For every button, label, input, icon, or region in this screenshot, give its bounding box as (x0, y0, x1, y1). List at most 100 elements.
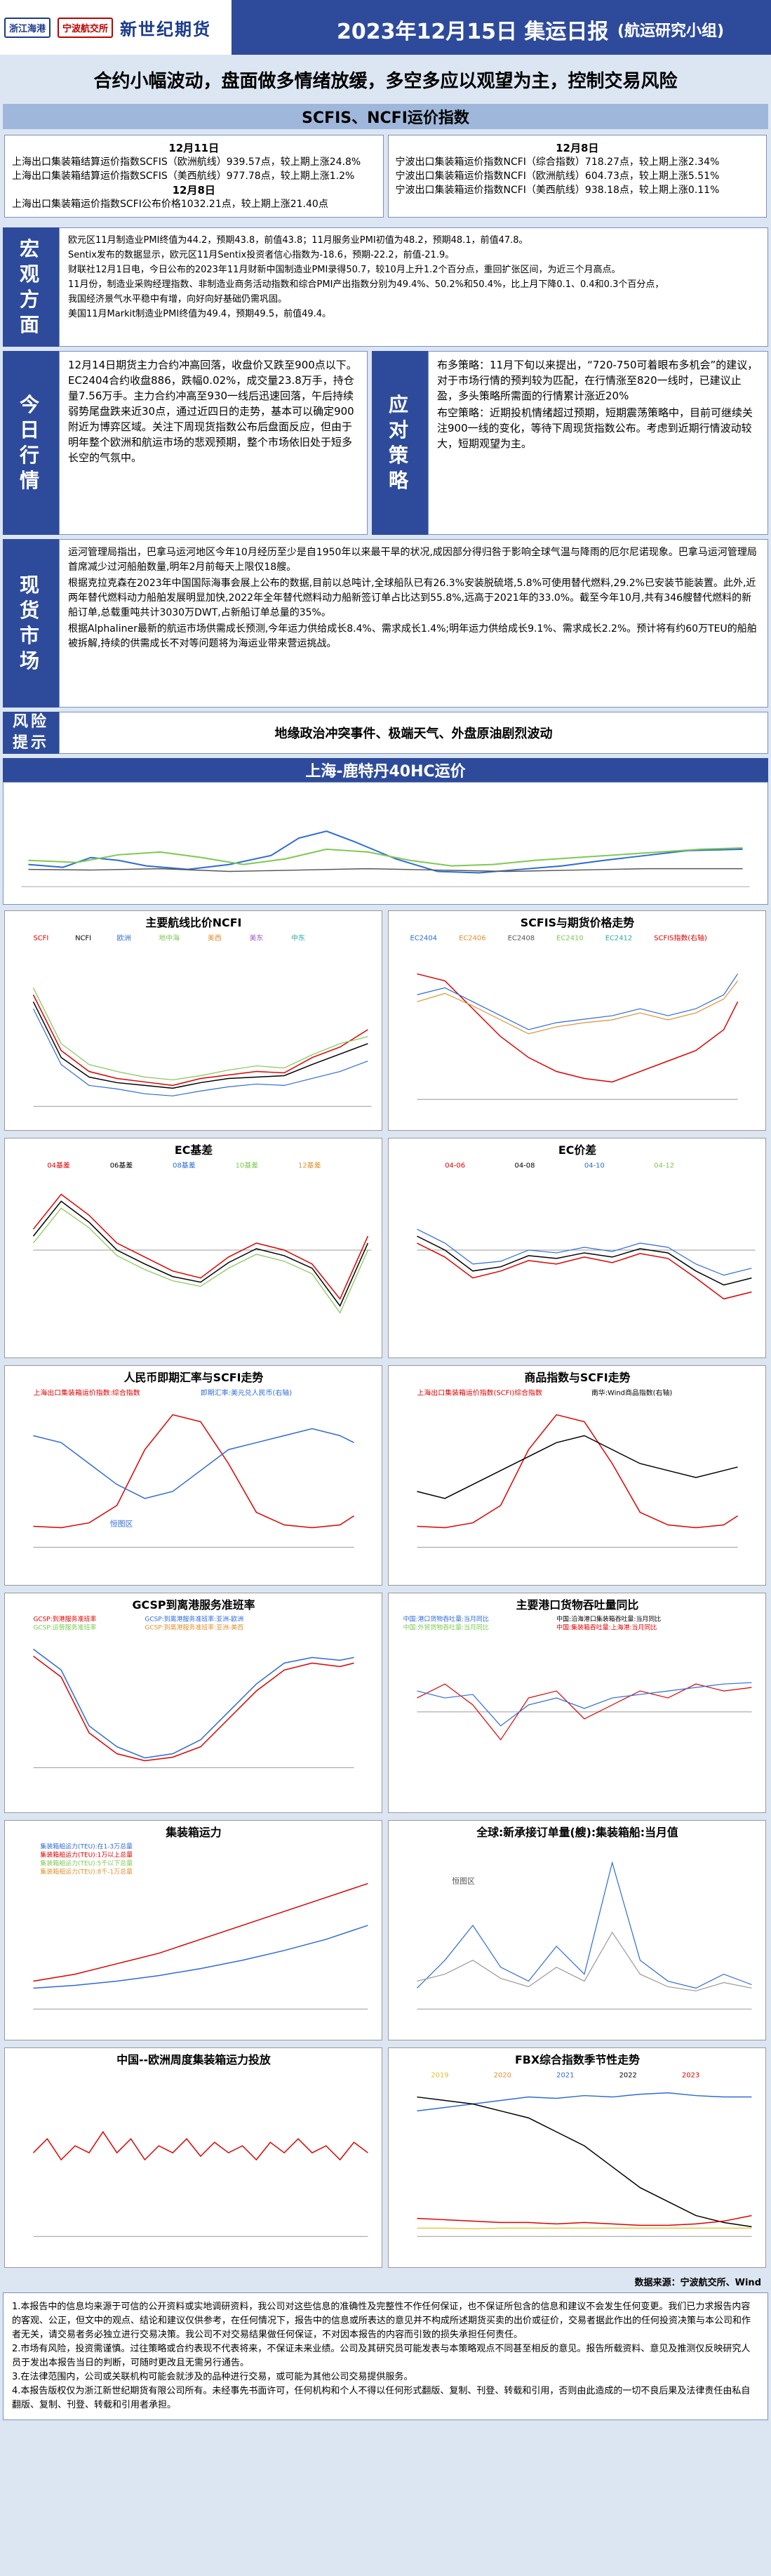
chart-title: 人民币即期汇率与SCFI走势 (124, 1371, 264, 1384)
risk-content: 地缘政治冲突事件、极端天气、外盘原油剧烈波动 (59, 712, 768, 754)
legend-item: 集装箱船运力(TEU):1万以上总量 (40, 1851, 133, 1859)
series-line (417, 974, 739, 1030)
report-subtitle: (航运研究小组) (617, 22, 725, 40)
series-line (33, 1883, 368, 1982)
chart-note: 恒图区 (110, 1520, 133, 1529)
chart-title: 商品指数与SCFI走势 (525, 1371, 631, 1384)
legend-item: 上海出口集装箱运价指数(SCFI)综合指数 (417, 1388, 542, 1397)
risk-label-line: 风险 (12, 713, 49, 731)
index-section-title: SCFIS、NCFI运价指数 (3, 104, 768, 129)
freight-line (28, 847, 743, 867)
report-title: 2023年12月15日 集运日报 (337, 20, 609, 44)
risk-label: 风险 提示 (3, 712, 59, 754)
chart-port-throughput: 主要港口货物吞吐量同比 中国:港口货物吞吐量:当月同比 中国:沿海港口集装箱吞吐… (388, 1593, 766, 1813)
chart-svg: 人民币即期汇率与SCFI走势 上海出口集装箱运价指数:综合指数 即期汇率:美元兑… (33, 1371, 354, 1548)
risk-label-line: 提示 (12, 734, 49, 752)
chart-title: 全球:新承接订单量(艘):集装箱船:当月值 (476, 1826, 678, 1839)
legend-item: SCFI (33, 935, 48, 943)
legend-item: GCSP:运营服务准班率 (33, 1624, 96, 1632)
ncfi-box: 12月8日 宁波出口集装箱运价指数NCFI（综合指数）718.27点，较上期上涨… (387, 135, 767, 218)
legend-item: 2020 (494, 2072, 511, 2080)
series-line (33, 1428, 354, 1499)
legend-item: 04-12 (654, 1162, 674, 1170)
chart-svg: EC基差 04基差 06基差 08基差 10基差 12基差 (32, 1143, 372, 1314)
chart-legend: 上海出口集装箱运价指数(SCFI)综合指数 南华:Wind商品指数(右轴) (417, 1388, 672, 1397)
chart-title: EC价差 (558, 1143, 596, 1157)
chart-gcsp-punctuality: GCSP到离港服务准班率 GCSP:到港服务准班率 GCSP:到离港服务准班率:… (4, 1593, 382, 1813)
chart-title: 主要港口货物吞吐量同比 (516, 1598, 639, 1612)
macro-section: 宏观方面 欧元区11月制造业PMI终值为44.2，预期43.8，前值43.8；1… (3, 227, 768, 347)
series-line (417, 1682, 752, 1727)
chart-legend: GCSP:到港服务准班率 GCSP:到离港服务准班率:亚洲-欧洲 GCSP:运营… (33, 1615, 243, 1632)
chart-china-europe-capacity: 中国--欧洲周度集装箱运力投放 (4, 2047, 382, 2268)
chart-title: GCSP到离港服务准班率 (132, 1598, 255, 1612)
scfis-box: 12月11日 上海出口集装箱结算运价指数SCFIS（欧洲航线）939.57点，较… (4, 135, 384, 218)
macro-label-text: 宏观方面 (19, 237, 42, 336)
series-line (417, 973, 739, 1083)
disclaimer: 1.本报告中的信息均来源于可信的公开资料或实地调研资料，我公司对这些信息的准确性… (3, 2292, 768, 2420)
series-line (417, 2215, 752, 2226)
legend-item: 美东 (249, 934, 263, 943)
macro-line: 财联社12月1日电，今日公布的2023年11月财新中国制造业PMI录得50.7，… (68, 265, 621, 275)
series-line (417, 1683, 752, 1741)
market-strategy-row: 今日行情 12月14日期货主力合约冲高回落，收盘价又跌至900点以下。EC240… (3, 351, 768, 535)
legend-item: 10基差 (236, 1161, 259, 1170)
legend-item: 2021 (556, 2072, 574, 2080)
short-strategy: 布空策略：近期投机情绪超过预期，短期震荡策略中，目前可继续关注900一线的变化，… (437, 406, 753, 450)
ningbo-exchange-logo: 宁波航交所 (58, 17, 114, 38)
legend-item: 04-10 (584, 1162, 605, 1170)
series-line (417, 2096, 752, 2228)
spot-line: 运河管理局指出，巴拿马运河地区今年10月经历至少是自1950年以来最干旱的状况,… (68, 547, 757, 573)
chart-svg: 商品指数与SCFI走势 上海出口集装箱运价指数(SCFI)综合指数 南华:Win… (417, 1371, 738, 1548)
chart-svg: EC价差 04-06 04-08 04-10 04-12 (417, 1143, 756, 1300)
header-banner: 浙江海港 宁波航交所 新世纪期货 2023年12月15日 集运日报 (航运研究小… (0, 0, 771, 55)
legend-item: 2019 (431, 2072, 448, 2080)
chart-title: EC基差 (175, 1143, 213, 1157)
legend-item: EC2408 (508, 935, 535, 943)
legend-item: 2023 (682, 2072, 699, 2080)
legend-item: 即期汇率:美元兑人民币(右轴) (201, 1388, 292, 1397)
chart-commodity-scfi: 商品指数与SCFI走势 上海出口集装箱运价指数(SCFI)综合指数 南华:Win… (388, 1365, 766, 1586)
strategy-label: 应对策略 (372, 351, 428, 535)
ncfi-line: 宁波出口集装箱运价指数NCFI（综合指数）718.27点，较上期上涨2.34% (395, 157, 720, 168)
chart-svg: FBX综合指数季节性走势 2019 2020 2021 2022 2023 (417, 2053, 752, 2237)
today-label: 今日行情 (3, 351, 59, 535)
ncfi-date: 12月8日 (556, 142, 599, 154)
today-content: 12月14日期货主力合约冲高回落，收盘价又跌至900点以下。EC2404合约收盘… (59, 351, 368, 535)
series-line (417, 1435, 738, 1499)
chart-title: FBX综合指数季节性走势 (515, 2053, 640, 2066)
spot-line: 根据Alphaliner最新的航运市场供需成长预测,今年运力供给成长8.4%、需… (68, 623, 757, 649)
index-section: 12月11日 上海出口集装箱结算运价指数SCFIS（欧洲航线）939.57点，较… (0, 129, 771, 223)
chart-svg: 主要航线比价NCFI SCFI NCFI 欧洲 地中海 美西 美东 中东 (32, 916, 372, 1107)
chart-ec-spread: EC价差 04-06 04-08 04-10 04-12 (388, 1138, 766, 1358)
series-line (417, 1228, 752, 1276)
legend-item: 集装箱船运力(TEU):8千-1万总量 (40, 1868, 133, 1876)
freight-rate-chart (3, 782, 768, 905)
chart-legend: SCFI NCFI 欧洲 地中海 美西 美东 中东 (33, 934, 305, 943)
series-line (33, 1648, 354, 1759)
legend-item: 南华:Wind商品指数(右轴) (591, 1388, 673, 1397)
spot-content: 运河管理局指出，巴拿马运河地区今年10月经历至少是自1950年以来最干旱的状况,… (59, 539, 768, 708)
series-line (32, 994, 368, 1087)
chart-fbx-seasonal: FBX综合指数季节性走势 2019 2020 2021 2022 2023 (388, 2047, 766, 2268)
new-century-futures-logo: 新世纪期货 (120, 18, 212, 39)
chart-svg: 中国--欧洲周度集装箱运力投放 (32, 2053, 368, 2237)
legend-item: 12基差 (298, 1161, 321, 1170)
macro-line: 11月份，制造业采购经理指数、非制造业商务活动指数和综合PMI产出指数分别为49… (68, 279, 664, 290)
macro-line: 美国11月Markit制造业PMI终值为49.4，预期49.5，前值49.4。 (68, 309, 332, 319)
disclaimer-line: 3.在法律范围内，公司或关联机构可能会就涉及的品种进行交易，或可能为其他公司交易… (12, 2372, 413, 2382)
chart-svg: SCFIS与期货价格走势 EC2404 EC2406 EC2408 EC2410… (410, 916, 739, 1100)
chart-scfis-futures: SCFIS与期货价格走势 EC2404 EC2406 EC2408 EC2410… (388, 910, 766, 1131)
chart-svg: GCSP到离港服务准班率 GCSP:到港服务准班率 GCSP:到离港服务准班率:… (33, 1598, 354, 1768)
chart-title: SCFIS与期货价格走势 (521, 916, 635, 929)
chart-title: 中国--欧洲周度集装箱运力投放 (116, 2053, 271, 2066)
scfi-line: 上海出口集装箱运价指数SCFI公布价格1032.21点，较上期上涨21.40点 (12, 199, 328, 210)
macro-line: 我国经济景气水平稳中有增，向好向好基础仍需巩固。 (68, 294, 288, 305)
legend-item: 中国:沿海港口集装箱吞吐量:当月同比 (556, 1615, 661, 1624)
chart-note: 恒图区 (452, 1876, 475, 1885)
headline: 合约小幅波动，盘面做多情绪放缓，多空多应以观望为主，控制交易风险 (93, 70, 678, 92)
strategy-content: 布多策略：11月下旬以来提出，“720-750可着眼布多机会”的建议，对于市场行… (428, 351, 768, 535)
legend-item: EC2404 (410, 935, 437, 943)
legend-item: 欧洲 (117, 934, 131, 943)
legend-item: 集装箱船运力(TEU):在1-3万总量 (40, 1843, 133, 1851)
